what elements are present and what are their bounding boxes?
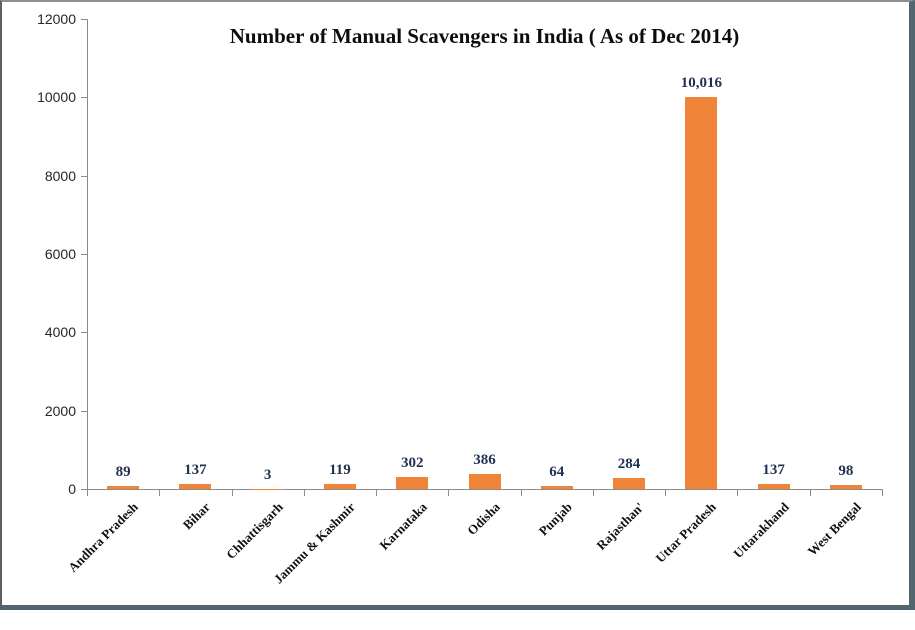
bar-value-label: 98 bbox=[838, 463, 853, 480]
x-axis-category-label: Rajasthan' bbox=[517, 500, 647, 630]
y-axis-tick-label: 12000 bbox=[6, 12, 76, 26]
x-axis-tick bbox=[882, 490, 883, 496]
x-axis-category-label: Odisha bbox=[372, 500, 502, 630]
x-axis-tick bbox=[376, 490, 377, 496]
y-axis-tick bbox=[81, 19, 87, 20]
x-axis-tick bbox=[737, 490, 738, 496]
bar-rajasthan bbox=[613, 478, 645, 489]
x-axis-category-label: Bihar bbox=[83, 500, 213, 630]
y-axis-tick bbox=[81, 176, 87, 177]
y-axis-tick-label: 0 bbox=[6, 482, 76, 496]
bar-value-label: 386 bbox=[473, 452, 496, 469]
y-axis-tick-label: 10000 bbox=[6, 90, 76, 104]
bar-uttarakhand bbox=[758, 484, 790, 489]
x-axis-tick bbox=[521, 490, 522, 496]
bar-odisha bbox=[469, 474, 501, 489]
bar-value-label: 89 bbox=[116, 464, 131, 481]
bar-west-bengal bbox=[830, 485, 862, 489]
bar-punjab bbox=[541, 486, 573, 489]
y-axis-tick bbox=[81, 97, 87, 98]
y-axis-tick bbox=[81, 411, 87, 412]
x-axis-category-label: Uttar Pradesh bbox=[589, 500, 719, 630]
x-axis-category-label: Karnataka bbox=[300, 500, 430, 630]
x-axis-category-label: Jammu & Kashmir bbox=[228, 500, 358, 630]
x-axis-category-label: Chhattisgarh bbox=[155, 500, 285, 630]
bar-value-label: 10,016 bbox=[681, 75, 722, 92]
x-axis-category-label: Andhra Pradesh bbox=[11, 500, 141, 630]
bar-andhra-pradesh bbox=[107, 486, 139, 489]
bar-value-label: 64 bbox=[549, 464, 564, 481]
y-axis-tick-label: 8000 bbox=[6, 169, 76, 183]
x-axis-tick bbox=[232, 490, 233, 496]
bar-value-label: 137 bbox=[184, 462, 207, 479]
bar-value-label: 119 bbox=[329, 462, 351, 479]
bar-bihar bbox=[179, 484, 211, 489]
y-axis-tick-label: 2000 bbox=[6, 404, 76, 418]
bar-value-label: 3 bbox=[264, 467, 272, 484]
x-axis-tick bbox=[159, 490, 160, 496]
bar-value-label: 137 bbox=[762, 462, 785, 479]
bar-uttar-pradesh bbox=[685, 97, 717, 489]
bar-karnataka bbox=[396, 477, 428, 489]
x-axis-category-label: West Bengal bbox=[734, 500, 864, 630]
x-axis-tick bbox=[665, 490, 666, 496]
x-axis-category-label: Punjab bbox=[445, 500, 575, 630]
x-axis-category-label: Uttarakhand bbox=[661, 500, 791, 630]
x-axis-tick bbox=[810, 490, 811, 496]
x-axis-tick bbox=[87, 490, 88, 496]
x-axis-line bbox=[87, 489, 883, 490]
y-axis-tick bbox=[81, 332, 87, 333]
bar-value-label: 302 bbox=[401, 455, 424, 472]
x-axis-tick bbox=[448, 490, 449, 496]
x-axis-tick bbox=[593, 490, 594, 496]
x-axis-tick bbox=[304, 490, 305, 496]
bar-value-label: 284 bbox=[618, 456, 641, 473]
y-axis-tick-label: 4000 bbox=[6, 325, 76, 339]
bar-jammu-kashmir bbox=[324, 484, 356, 489]
y-axis-tick-label: 6000 bbox=[6, 247, 76, 261]
y-axis-tick bbox=[81, 254, 87, 255]
chart-frame: Number of Manual Scavengers in India ( A… bbox=[0, 0, 915, 610]
y-axis-line bbox=[87, 19, 88, 490]
